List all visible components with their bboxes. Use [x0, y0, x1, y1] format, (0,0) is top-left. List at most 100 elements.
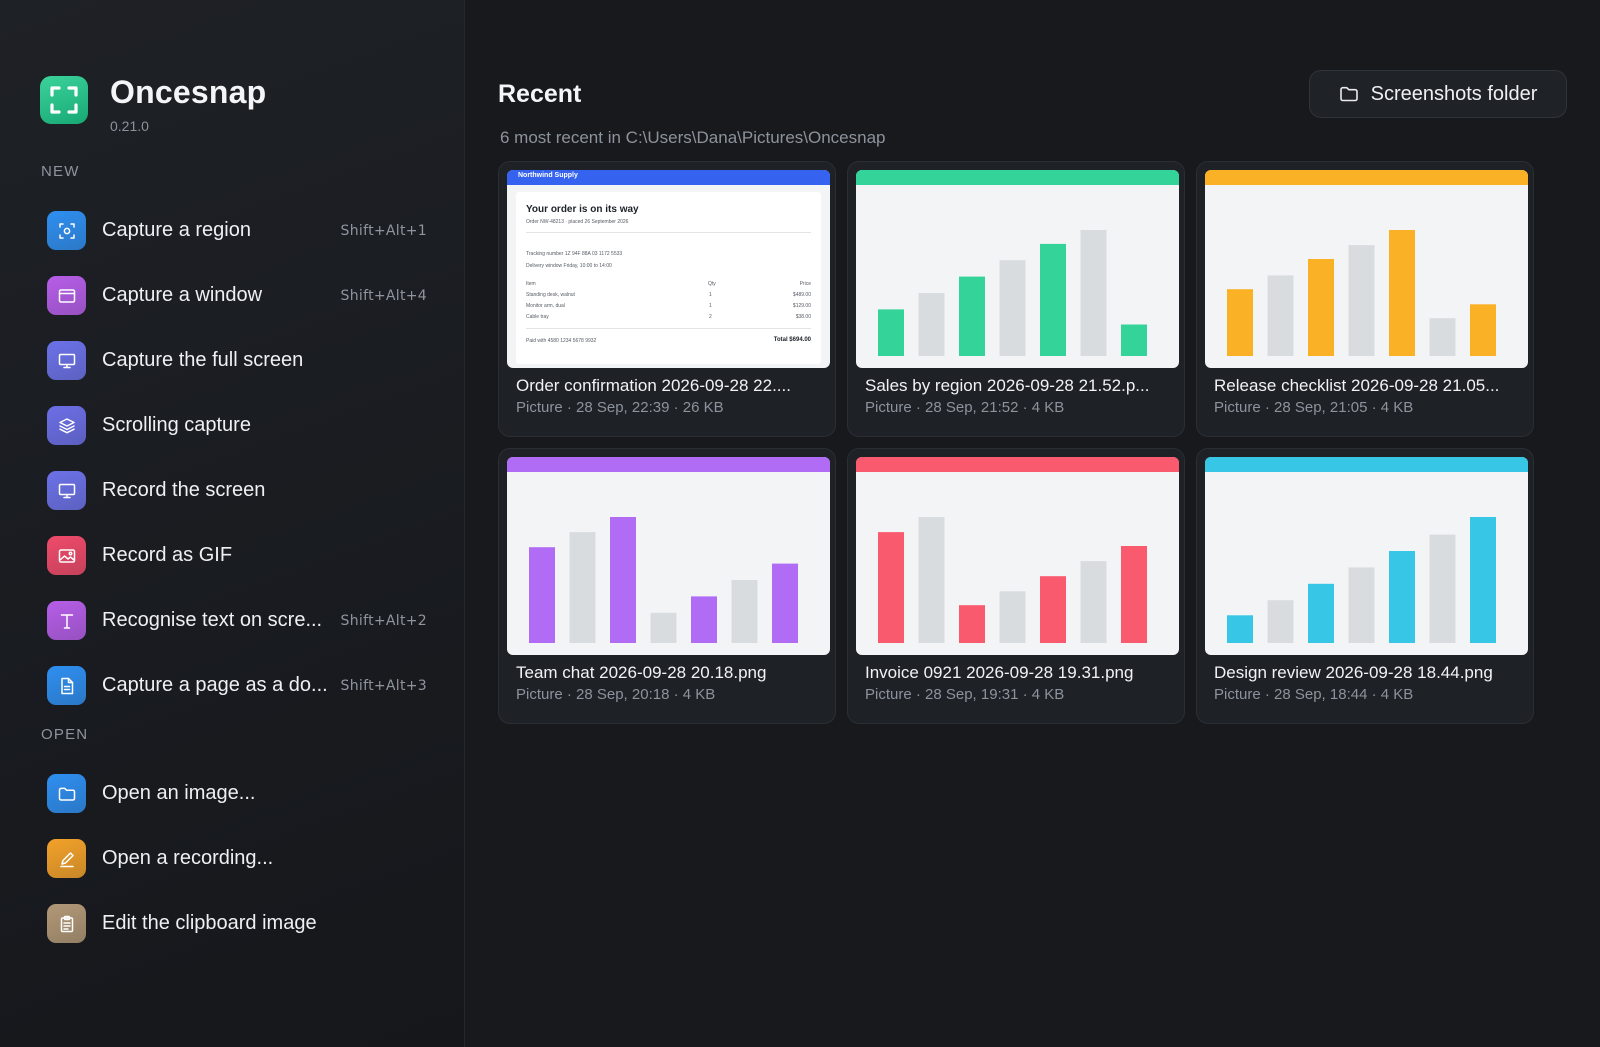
menu-item-capture-a-region[interactable]: Capture a region Shift+Alt+1	[47, 198, 427, 263]
card-title: Order confirmation 2026-09-28 22....	[516, 376, 791, 395]
doc-row-item: Monitor arm, dual	[526, 303, 565, 309]
keyboard-shortcut: Shift+Alt+1	[340, 222, 427, 239]
menu-open: Open an image... Open a recording... Edit …	[47, 761, 427, 956]
menu-item-record-as-gif[interactable]: Record as GIF	[47, 523, 427, 588]
doc-divider	[526, 232, 811, 233]
card-meta: Picture · 28 Sep, 22:39 · 26 KB	[516, 399, 724, 416]
thumbnail-bar	[1429, 318, 1456, 356]
screenshot-thumbnail	[856, 457, 1179, 655]
thumbnail-bar	[1040, 576, 1066, 643]
brand: Oncesnap 0.21.0	[40, 74, 266, 134]
doc-col-item: Item	[526, 281, 536, 287]
card-title: Release checklist 2026-09-28 21.05...	[1214, 376, 1500, 395]
app-name: Oncesnap	[110, 74, 267, 110]
doc-row-price: $38.00	[795, 314, 811, 320]
thumbnail-bar	[1470, 517, 1496, 643]
doc-row-qty: 2	[709, 314, 712, 320]
thumbnail-bar-chart	[1227, 517, 1496, 643]
menu-item-label: Scrolling capture	[102, 414, 251, 436]
thumbnail-bar	[1429, 534, 1456, 643]
thumbnail-bar	[610, 517, 636, 643]
screenshots-folder-label: Screenshots folder	[1370, 82, 1538, 105]
doc-brand: Northwind Supply	[518, 172, 578, 179]
section-label-new: NEW	[41, 163, 80, 180]
image-icon	[47, 536, 86, 575]
thumbnail-bar	[1308, 259, 1334, 356]
thumbnail-bar	[731, 580, 758, 643]
menu-item-scrolling-capture[interactable]: Scrolling capture	[47, 393, 427, 458]
thumbnail-accent-bar	[1205, 457, 1528, 472]
menu-item-label: Open a recording...	[102, 847, 274, 869]
thumbnail-bar	[1080, 561, 1107, 643]
thumbnail-bar	[1348, 567, 1375, 643]
doc-delivery: Delivery window Friday, 10:00 to 14:00	[526, 263, 612, 269]
app-version: 0.21.0	[110, 118, 149, 134]
card-meta: Picture · 28 Sep, 21:05 · 4 KB	[1214, 399, 1414, 416]
folder-icon	[47, 774, 86, 813]
recent-subtitle: 6 most recent in C:\Users\Dana\Pictures\…	[500, 128, 886, 147]
menu-item-recognise-text-on-scre[interactable]: Recognise text on scre... Shift+Alt+2	[47, 588, 427, 653]
thumbnail-bar	[1121, 546, 1147, 643]
thumbnail-bar	[1267, 600, 1294, 643]
card-meta: Picture · 28 Sep, 19:31 · 4 KB	[865, 686, 1065, 703]
menu-item-record-the-screen[interactable]: Record the screen	[47, 458, 427, 523]
menu-item-open-an-image[interactable]: Open an image...	[47, 761, 427, 826]
thumbnail-bar	[772, 563, 798, 643]
menu-item-label: Record the screen	[102, 479, 266, 501]
thumbnail-bar	[878, 532, 904, 643]
thumbnail-accent-bar	[856, 457, 1179, 472]
thumbnail-bar-chart	[1227, 230, 1496, 356]
thumbnail-bar	[1389, 551, 1415, 643]
recent-card[interactable]: Release checklist 2026-09-28 21.05... Pic…	[1196, 161, 1534, 437]
monitor-icon	[47, 471, 86, 510]
card-meta: Picture · 28 Sep, 21:52 · 4 KB	[865, 399, 1065, 416]
recent-card[interactable]: Team chat 2026-09-28 20.18.png Picture · …	[498, 448, 836, 724]
doc-row-qty: 1	[709, 292, 712, 298]
recent-card[interactable]: Northwind Supply Your order is on its way…	[498, 161, 836, 437]
doc-heading: Your order is on its way	[526, 204, 639, 215]
screenshot-thumbnail: Northwind Supply Your order is on its way…	[507, 170, 830, 368]
keyboard-shortcut: Shift+Alt+4	[340, 287, 427, 304]
menu-item-label: Recognise text on scre...	[102, 609, 323, 631]
keyboard-shortcut: Shift+Alt+2	[340, 612, 427, 629]
layers-icon	[47, 406, 86, 445]
doc-order-line: Order NW-48213 · placed 26 September 202…	[526, 219, 629, 225]
card-title: Team chat 2026-09-28 20.18.png	[516, 663, 767, 682]
screenshot-thumbnail	[507, 457, 830, 655]
thumbnail-bar	[529, 547, 555, 643]
menu-item-capture-a-window[interactable]: Capture a window Shift+Alt+4	[47, 263, 427, 328]
main-panel: Recent 6 most recent in C:\Users\Dana\Pi…	[465, 0, 1600, 1047]
screenshots-folder-button[interactable]: Screenshots folder	[1309, 70, 1567, 118]
thumbnail-bar	[959, 605, 985, 643]
thumbnail-bar	[1040, 243, 1066, 356]
thumbnail-bar	[999, 260, 1026, 356]
recent-card[interactable]: Design review 2026-09-28 18.44.png Pictur…	[1196, 448, 1534, 724]
thumbnail-bar-chart	[529, 517, 798, 643]
menu-item-label: Record as GIF	[102, 544, 233, 566]
doc-divider	[526, 328, 811, 329]
thumbnail-bar	[1080, 230, 1107, 356]
card-title: Invoice 0921 2026-09-28 19.31.png	[865, 663, 1134, 682]
menu-item-capture-a-page-as-a-do[interactable]: Capture a page as a do... Shift+Alt+3	[47, 653, 427, 718]
recent-card[interactable]: Invoice 0921 2026-09-28 19.31.png Picture…	[847, 448, 1185, 724]
text-icon	[47, 601, 86, 640]
recent-title: Recent	[498, 80, 582, 108]
capture-frame-icon	[40, 76, 88, 124]
thumbnail-bar	[650, 612, 677, 643]
menu-item-edit-the-clipboard-image[interactable]: Edit the clipboard image	[47, 891, 427, 956]
thumbnail-bar	[918, 517, 945, 643]
thumbnail-accent-bar	[856, 170, 1179, 185]
thumbnail-accent-bar	[507, 457, 830, 472]
document-icon	[47, 666, 86, 705]
card-title: Sales by region 2026-09-28 21.52.p...	[865, 376, 1150, 395]
screenshot-thumbnail	[1205, 170, 1528, 368]
menu-item-capture-the-full-screen[interactable]: Capture the full screen	[47, 328, 427, 393]
thumbnail-bar	[1121, 324, 1147, 356]
doc-row-price: $489.00	[792, 292, 811, 298]
sidebar: Oncesnap 0.21.0 NEW Capture a region Shift…	[0, 0, 465, 1047]
thumbnail-bar	[1308, 583, 1334, 643]
recent-card[interactable]: Sales by region 2026-09-28 21.52.p... Pic…	[847, 161, 1185, 437]
thumbnail-bar	[1389, 230, 1415, 356]
menu-item-open-a-recording[interactable]: Open a recording...	[47, 826, 427, 891]
